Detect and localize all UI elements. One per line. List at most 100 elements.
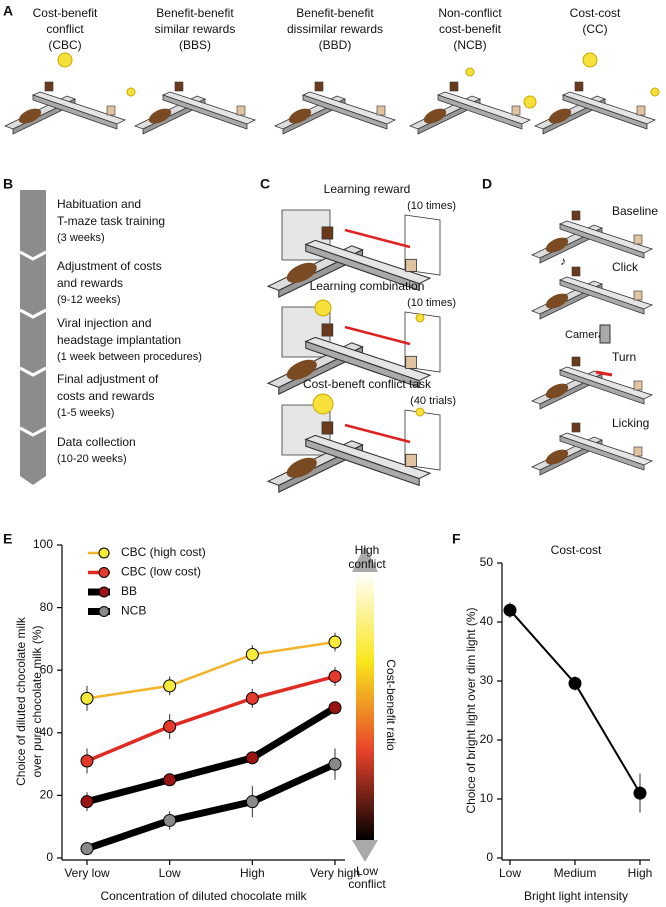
event-label: Licking	[612, 416, 649, 430]
light-bulb	[465, 67, 475, 77]
colorbar-bottom: Low	[356, 864, 378, 878]
step-text: T-maze task training	[57, 214, 165, 228]
y-tick-label: 0	[46, 850, 53, 864]
point	[245, 691, 259, 705]
point	[633, 786, 647, 800]
colorbar-bottom: conflict	[348, 877, 386, 891]
x-tick-label: Very high	[310, 866, 360, 880]
maze-diagram	[531, 422, 653, 476]
point	[163, 679, 177, 693]
maze-diagram	[274, 81, 396, 135]
maze-diagram	[531, 210, 653, 264]
colorbar-arrow	[352, 840, 378, 862]
light-bulb	[523, 95, 537, 109]
step-duration: (1-5 weeks)	[57, 407, 114, 419]
light-bulb	[314, 299, 332, 317]
maze-diagram	[134, 81, 256, 135]
light-bulb	[582, 52, 598, 68]
panel-label: B	[3, 176, 13, 192]
condition-title: cost-benefit	[439, 22, 502, 36]
note: ♪	[560, 254, 566, 268]
arrow	[344, 325, 411, 346]
camera-label: Camera	[565, 329, 605, 341]
y-tick-label: 20	[40, 788, 54, 802]
chart-title: Cost-cost	[551, 543, 602, 557]
x-tick-label: Low	[499, 866, 521, 880]
point	[80, 754, 94, 768]
colorbar-top: conflict	[348, 557, 386, 571]
turn-mark	[595, 370, 613, 377]
condition-title: similar rewards	[155, 22, 236, 36]
condition-title: Non-conflict	[438, 6, 502, 20]
maze-diagram	[531, 356, 653, 410]
y-tick-label: 20	[480, 732, 494, 746]
light-bulb	[312, 393, 334, 415]
y-axis-label: Choice of diluted chocolate milk	[14, 616, 28, 786]
series-line	[86, 674, 336, 763]
step-text: costs and rewards	[57, 389, 154, 403]
stage-count: (40 trials)	[410, 395, 456, 407]
x-axis-label: Bright light intensity	[524, 889, 628, 903]
panel-label: E	[3, 531, 12, 547]
x-tick-label: Medium	[554, 866, 597, 880]
step-text: Final adjustment of	[57, 372, 159, 386]
stage-count: (10 times)	[407, 297, 456, 309]
condition-title: Cost-benefit	[33, 6, 98, 20]
colorbar-top: High	[355, 543, 380, 557]
light-bulb	[415, 407, 425, 417]
point	[328, 757, 342, 771]
step-text: Habituation and	[57, 197, 141, 211]
y-tick-label: 100	[33, 537, 53, 551]
point	[80, 691, 94, 705]
panel-label: F	[452, 531, 461, 547]
condition-title: (NCB)	[453, 38, 486, 52]
y-axis-label: over pure chocolate milk (%)	[30, 625, 44, 777]
step-duration: (1 week between procedures)	[57, 351, 202, 363]
event-label: Click	[612, 260, 639, 274]
maze-diagram	[4, 81, 126, 135]
condition-title: conflict	[46, 22, 84, 36]
condition-title: dissimilar rewards	[287, 22, 383, 36]
series-line	[509, 609, 641, 794]
step-duration: (9-12 weeks)	[57, 294, 121, 306]
point	[245, 795, 259, 809]
point	[80, 842, 94, 856]
legend-label: NCB	[121, 604, 146, 618]
series-line	[86, 640, 336, 700]
panel-label: A	[3, 3, 13, 19]
light-bulb	[650, 87, 660, 97]
point	[245, 751, 259, 765]
series-line	[85, 760, 337, 852]
step-text: Viral injection and	[57, 316, 152, 330]
point	[163, 813, 177, 827]
point	[328, 701, 342, 715]
y-tick-label: 40	[40, 725, 54, 739]
point	[163, 720, 177, 734]
colorbar-label: Cost-benefit ratio	[384, 659, 398, 751]
condition-title: (CC)	[582, 22, 607, 36]
event-label: Turn	[612, 350, 636, 364]
legend-label: CBC (high cost)	[121, 545, 206, 559]
x-tick-label: Low	[159, 866, 181, 880]
y-tick-label: 60	[40, 662, 54, 676]
x-axis-label: Concentration of diluted chocolate milk	[100, 889, 307, 903]
y-tick-label: 0	[486, 850, 493, 864]
y-tick-label: 80	[40, 600, 54, 614]
light-bulb	[415, 313, 425, 323]
stage-title: Cost-beneft conflict task	[303, 377, 432, 391]
point	[328, 669, 342, 683]
y-tick-label: 40	[480, 614, 494, 628]
step-text: Adjustment of costs	[57, 259, 162, 273]
maze-diagram	[409, 81, 531, 135]
arrow	[344, 423, 411, 444]
point	[245, 648, 259, 662]
y-tick-label: 30	[480, 673, 494, 687]
series-line	[86, 704, 337, 806]
point	[80, 795, 94, 809]
x-tick-label: Very low	[64, 866, 110, 880]
maze-diagram	[531, 266, 653, 320]
stage-title: Learning reward	[324, 182, 411, 196]
camera	[599, 324, 611, 344]
condition-title: Benefit-benefit	[296, 6, 374, 20]
